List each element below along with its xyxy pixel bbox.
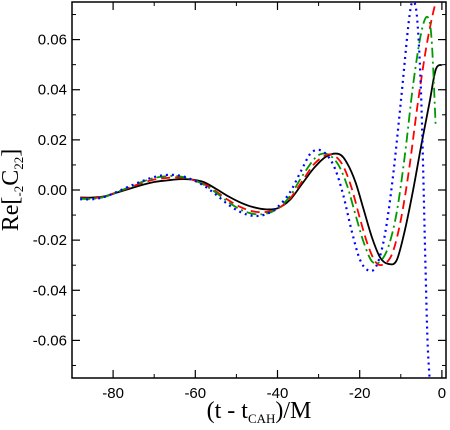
series-layer — [80, 2, 443, 378]
series-line-dash — [80, 2, 437, 267]
x-tick-label: -60 — [184, 385, 206, 402]
y-tick-label: 0.04 — [38, 82, 67, 99]
series-line-dot — [80, 2, 431, 378]
y-axis-label-tail: ] — [0, 149, 24, 157]
x-tick-label: -80 — [102, 385, 124, 402]
x-axis-label-main: (t - t — [207, 398, 249, 424]
x-axis-label-tail: )/M — [275, 398, 311, 424]
series-line-solid — [80, 63, 443, 266]
y-tick-label: 0.06 — [38, 32, 67, 49]
y-tick-label: 0.00 — [38, 182, 67, 199]
y-axis-label: Re[-2C22] — [0, 149, 26, 232]
x-axis-label-subscript: CAH — [248, 411, 275, 426]
y-tick-label: -0.04 — [33, 282, 67, 299]
y-tick-label: -0.06 — [33, 332, 67, 349]
y-axis-label-subscript: -2 — [11, 186, 26, 197]
y-axis-label-pre: Re[ — [0, 197, 24, 232]
x-tick-label: 0 — [438, 385, 446, 402]
y-axis-label-subscript-2: 22 — [11, 157, 26, 170]
x-tick-label: -40 — [267, 385, 289, 402]
y-tick-label: 0.02 — [38, 132, 67, 149]
y-axis-label-mid: C — [0, 170, 24, 186]
series-line-dashdot — [80, 15, 437, 265]
y-tick-label: -0.02 — [33, 232, 67, 249]
ticks-layer: -80 -60 -40 -20 0 -0.06 -0.04 -0.02 0.00 0.02 0.04… — [33, 2, 446, 402]
x-axis-label: (t - tCAH)/M — [207, 398, 312, 426]
x-tick-label: -20 — [349, 385, 371, 402]
